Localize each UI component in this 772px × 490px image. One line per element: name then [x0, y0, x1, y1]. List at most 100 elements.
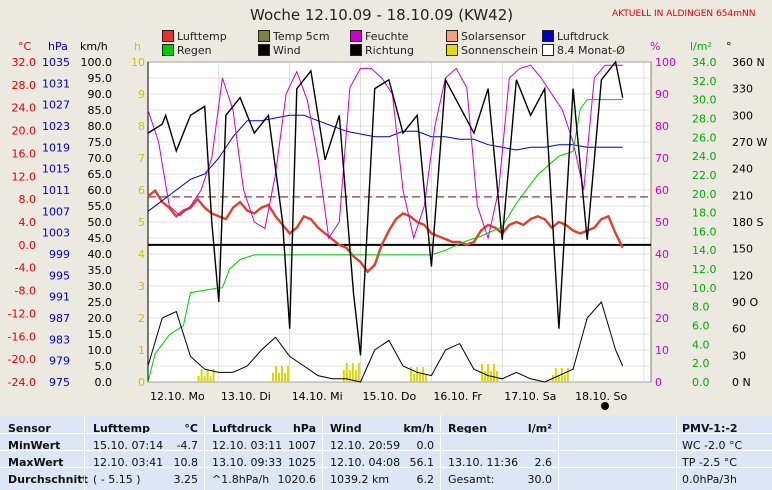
legend-swatch	[258, 30, 270, 42]
axis-tick-label: 70.0	[88, 152, 113, 165]
series-line	[147, 114, 623, 212]
legend-swatch	[350, 44, 362, 56]
axis-tick-label: 28.0	[12, 79, 37, 92]
table-cell: TP -2.5 °C	[682, 456, 737, 469]
sunshine-bar	[206, 369, 209, 382]
axis-tick-label: 16.0	[12, 147, 37, 160]
axis-tick-label: 0.0	[692, 376, 710, 389]
series-line	[147, 188, 624, 274]
sunshine-bar	[357, 363, 360, 382]
axis-tick-label: 14.0	[692, 244, 717, 257]
table-value: 1020.6	[277, 473, 317, 486]
table-column-separator	[84, 415, 85, 490]
axis-tick-label: 5	[138, 216, 145, 229]
axis-tick-label: 987	[49, 312, 70, 325]
legend-item: 8.4 Monat-Ø	[542, 44, 625, 57]
table-unit: km/h	[403, 422, 434, 435]
axis-tick-label: 10	[131, 56, 145, 69]
table-value: 1025	[288, 456, 316, 469]
hours-unit-label: h	[134, 40, 141, 53]
table-value: 3.25	[173, 473, 199, 486]
legend-label: Feuchte	[365, 30, 409, 43]
x-tick-label: 12.10. Mo	[150, 390, 205, 403]
axis-tick-label: 22.0	[692, 169, 717, 182]
sunshine-bar	[271, 373, 274, 382]
percent-unit-label: %	[650, 40, 661, 53]
axis-tick-label: 95.0	[88, 72, 113, 85]
legend-swatch	[258, 44, 270, 56]
axis-tick-label: 1027	[42, 99, 70, 112]
legend-swatch	[350, 30, 362, 42]
axis-tick-label: 30.0	[692, 94, 717, 107]
axis-tick-label: 180 S	[732, 216, 763, 229]
axis-tick-label: 983	[49, 333, 70, 346]
axis-tick-label: 40	[655, 248, 669, 261]
sunshine-bar	[354, 370, 357, 382]
legend-label: Regen	[177, 44, 212, 57]
sunshine-bar	[345, 363, 348, 382]
legend-swatch	[542, 44, 554, 56]
axis-tick-label: 10	[655, 344, 669, 357]
sunshine-bar	[483, 371, 486, 382]
live-location-label: AKTUELL IN ALDINGEN 654mNN	[612, 9, 756, 19]
table-cell: 15.10. 07:14	[93, 439, 164, 452]
axis-tick-label: 25.0	[88, 296, 113, 309]
axis-tick-label: 8.0	[19, 193, 37, 206]
sunshine-bar	[342, 370, 345, 382]
axis-tick-label: 1031	[42, 77, 70, 90]
table-cell: 13.10. 11:36	[448, 456, 519, 469]
axis-tick-label: 80.0	[88, 120, 113, 133]
axis-tick-label: -4.0	[15, 262, 36, 275]
axis-tick-label: 1	[138, 344, 145, 357]
axis-tick-label: 2	[138, 312, 145, 325]
table-value: 0.0	[416, 439, 435, 452]
table-value: 56.1	[409, 456, 435, 469]
axis-tick-label: 100	[655, 56, 676, 69]
axis-tick-label: 65.0	[88, 168, 113, 181]
axis-tick-label: 100.0	[81, 56, 113, 69]
table-cell: 1039.2 km	[330, 473, 390, 486]
x-tick-label: 15.10. Do	[363, 390, 417, 403]
table-column-separator	[204, 415, 205, 490]
statistics-table: Sensor MinWert MaxWert Durchschnitt Lufttemp…	[0, 415, 772, 490]
axis-tick-label: -8.0	[15, 285, 36, 298]
legend-swatch	[446, 44, 458, 56]
axis-tick-label: 360 N	[732, 56, 765, 69]
table-row-separator	[0, 467, 772, 468]
axis-tick-label: 7	[138, 152, 145, 165]
axis-tick-label: 995	[49, 269, 70, 282]
axis-tick-label: 12.0	[692, 263, 717, 276]
table-value: 30.0	[527, 473, 553, 486]
sunshine-bar	[419, 374, 422, 382]
table-value: 6.2	[416, 473, 435, 486]
table-row-separator	[0, 433, 772, 434]
legend-label: Temp 5cm	[273, 30, 330, 43]
legend-swatch	[162, 44, 174, 56]
axis-tick-label: 75.0	[88, 136, 113, 149]
axis-tick-label: 35.0	[88, 264, 113, 277]
axis-tick-label: 6	[138, 184, 145, 197]
pressure-unit-label: hPa	[48, 40, 68, 53]
axis-tick-label: 55.0	[88, 200, 113, 213]
legend-item: Luftdruck	[542, 30, 609, 43]
sunshine-bar	[280, 366, 283, 382]
axis-tick-label: 1035	[42, 56, 70, 69]
axis-tick-label: 60.0	[88, 184, 113, 197]
legend-label: Richtung	[365, 44, 414, 57]
sunshine-bar	[486, 364, 489, 382]
axis-tick-label: 1003	[42, 227, 70, 240]
legend-label: Sonnenschein	[461, 44, 538, 57]
legend-item: Sonnenschein	[446, 44, 538, 57]
weather-chart: 32.028.024.020.016.012.08.04.00.0-4.0-8.…	[8, 56, 767, 410]
axis-tick-label: 0.0	[19, 239, 37, 252]
axis-tick-label: 120	[732, 269, 753, 282]
current-wind-marker	[601, 402, 609, 410]
axis-tick-label: 240	[732, 163, 753, 176]
axis-tick-label: 1007	[42, 205, 70, 218]
table-cell: 13.10. 09:33	[212, 456, 283, 469]
legend-item: Feuchte	[350, 30, 409, 43]
series-line	[147, 64, 623, 240]
series-line	[147, 60, 624, 356]
direction-unit-label: °	[726, 40, 732, 53]
axis-tick-label: 1023	[42, 120, 70, 133]
